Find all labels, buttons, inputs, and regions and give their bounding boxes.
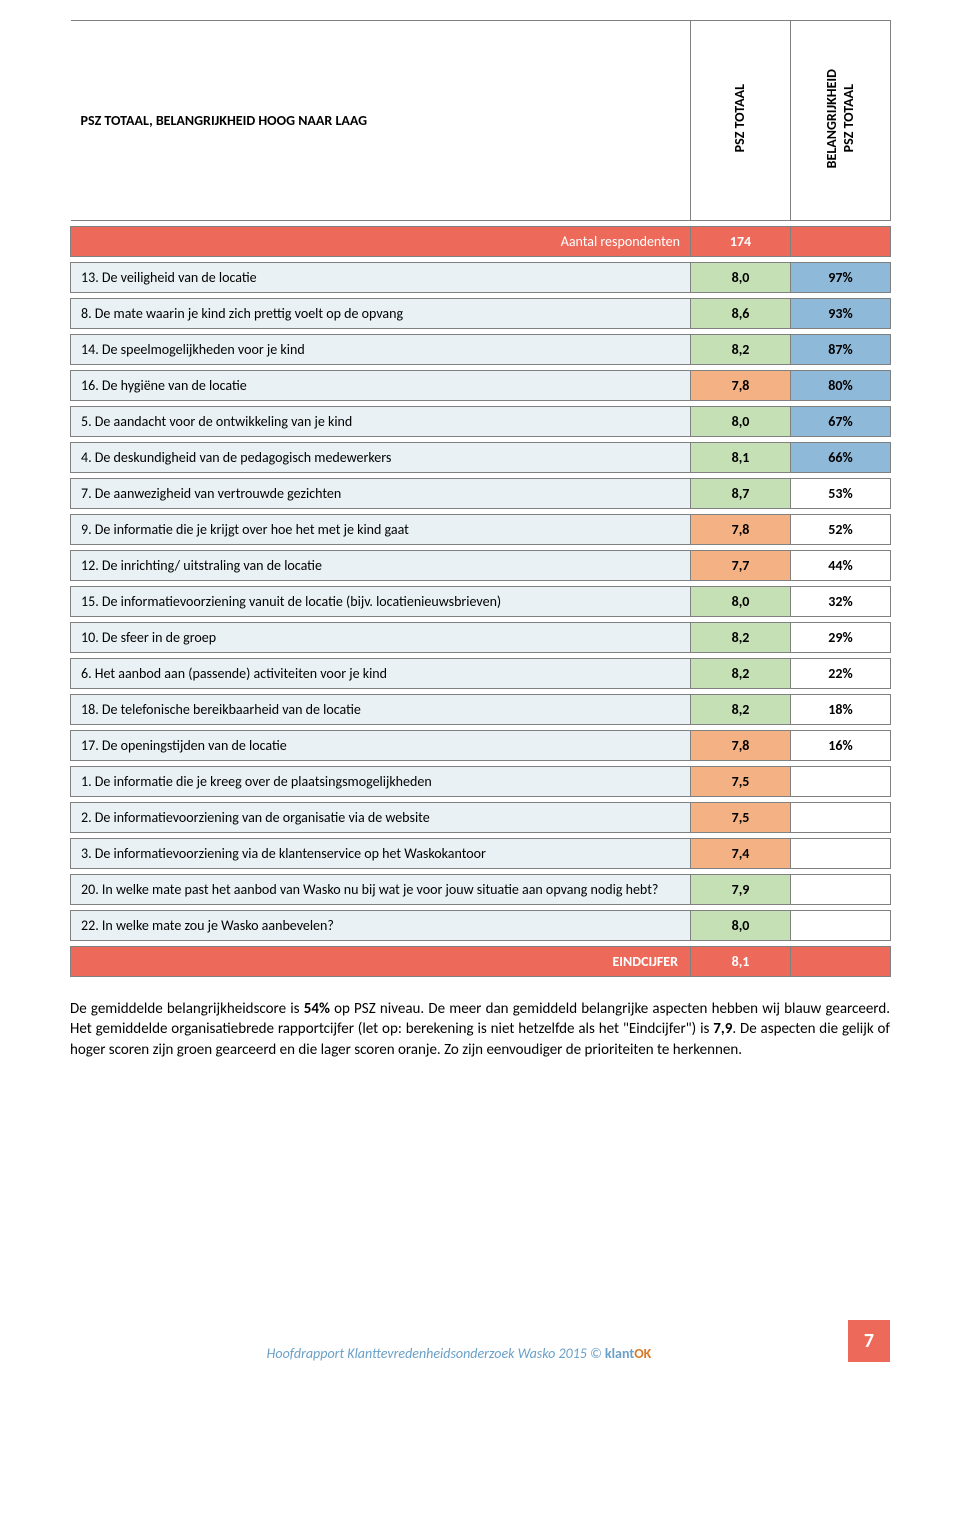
row-score: 8,0 (691, 263, 791, 293)
respondents-label: Aantal respondenten (71, 227, 691, 257)
row-label: 2. De informatievoorziening van de organ… (71, 803, 691, 833)
row-importance (791, 767, 891, 797)
eindcijfer-empty (791, 947, 891, 977)
row-importance (791, 911, 891, 941)
row-score: 8,2 (691, 695, 791, 725)
row-label: 18. De telefonische bereikbaarheid van d… (71, 695, 691, 725)
table-row: 16. De hygiëne van de locatie7,880% (71, 371, 891, 401)
table-row: 3. De informatievoorziening via de klant… (71, 839, 891, 869)
row-score: 7,8 (691, 515, 791, 545)
row-label: 5. De aandacht voor de ontwikkeling van … (71, 407, 691, 437)
row-importance: 67% (791, 407, 891, 437)
row-score: 7,5 (691, 803, 791, 833)
table-row: 17. De openingstijden van de locatie7,81… (71, 731, 891, 761)
table-row: 4. De deskundigheid van de pedagogisch m… (71, 443, 891, 473)
table-row: 5. De aandacht voor de ontwikkeling van … (71, 407, 891, 437)
header-col-importance: BELANGRIJKHEID PSZ TOTAAL (791, 21, 891, 221)
footer-brand-klant: klant (605, 1345, 634, 1362)
row-label: 6. Het aanbod aan (passende) activiteite… (71, 659, 691, 689)
row-label: 4. De deskundigheid van de pedagogisch m… (71, 443, 691, 473)
row-score: 8,0 (691, 587, 791, 617)
eindcijfer-label: EINDCIJFER (71, 947, 691, 977)
table-row: 9. De informatie die je krijgt over hoe … (71, 515, 891, 545)
data-table: PSZ TOTAAL, BELANGRIJKHEID HOOG NAAR LAA… (70, 20, 891, 977)
table-row: 20. In welke mate past het aanbod van Wa… (71, 875, 891, 905)
row-importance: 18% (791, 695, 891, 725)
table-row: 8. De mate waarin je kind zich prettig v… (71, 299, 891, 329)
row-label: 7. De aanwezigheid van vertrouwde gezich… (71, 479, 691, 509)
respondents-empty (791, 227, 891, 257)
table-header-row: PSZ TOTAAL, BELANGRIJKHEID HOOG NAAR LAA… (71, 21, 891, 221)
table-row: 2. De informatievoorziening van de organ… (71, 803, 891, 833)
row-label: 1. De informatie die je kreeg over de pl… (71, 767, 691, 797)
footer-text: Hoofdrapport Klanttevredenheidsonderzoek… (70, 1345, 848, 1362)
table-row: 22. In welke mate zou je Wasko aanbevele… (71, 911, 891, 941)
row-label: 8. De mate waarin je kind zich prettig v… (71, 299, 691, 329)
row-score: 8,2 (691, 659, 791, 689)
row-label: 3. De informatievoorziening via de klant… (71, 839, 691, 869)
row-score: 7,7 (691, 551, 791, 581)
row-score: 8,2 (691, 623, 791, 653)
page-number: 7 (848, 1320, 890, 1362)
row-score: 7,5 (691, 767, 791, 797)
row-score: 8,2 (691, 335, 791, 365)
row-importance: 22% (791, 659, 891, 689)
table-row: 15. De informatievoorziening vanuit de l… (71, 587, 891, 617)
explanatory-paragraph: De gemiddelde belangrijkheidscore is 54%… (70, 999, 890, 1060)
row-score: 8,1 (691, 443, 791, 473)
row-score: 7,8 (691, 731, 791, 761)
header-col-importance-text: BELANGRIJKHEID PSZ TOTAAL (824, 69, 858, 168)
table-row: 10. De sfeer in de groep8,229% (71, 623, 891, 653)
row-label: 17. De openingstijden van de locatie (71, 731, 691, 761)
header-col-score-text: PSZ TOTAAL (732, 84, 749, 152)
row-importance: 29% (791, 623, 891, 653)
row-importance: 97% (791, 263, 891, 293)
header-title: PSZ TOTAAL, BELANGRIJKHEID HOOG NAAR LAA… (71, 21, 691, 221)
row-score: 8,6 (691, 299, 791, 329)
row-label: 10. De sfeer in de groep (71, 623, 691, 653)
row-importance: 32% (791, 587, 891, 617)
row-label: 22. In welke mate zou je Wasko aanbevele… (71, 911, 691, 941)
table-row: 6. Het aanbod aan (passende) activiteite… (71, 659, 891, 689)
page-footer: Hoofdrapport Klanttevredenheidsonderzoek… (70, 1320, 890, 1374)
respondents-row: Aantal respondenten 174 (71, 227, 891, 257)
footer-brand-ok: OK (634, 1345, 651, 1362)
table-row: 1. De informatie die je kreeg over de pl… (71, 767, 891, 797)
respondents-value: 174 (691, 227, 791, 257)
row-importance: 16% (791, 731, 891, 761)
row-importance: 44% (791, 551, 891, 581)
row-importance: 53% (791, 479, 891, 509)
eindcijfer-value: 8,1 (691, 947, 791, 977)
row-importance (791, 803, 891, 833)
table-row: 13. De veiligheid van de locatie8,097% (71, 263, 891, 293)
table-row: 18. De telefonische bereikbaarheid van d… (71, 695, 891, 725)
row-label: 12. De inrichting/ uitstraling van de lo… (71, 551, 691, 581)
header-col-score: PSZ TOTAAL (691, 21, 791, 221)
row-score: 8,0 (691, 911, 791, 941)
row-score: 7,4 (691, 839, 791, 869)
table-row: 7. De aanwezigheid van vertrouwde gezich… (71, 479, 891, 509)
row-label: 16. De hygiëne van de locatie (71, 371, 691, 401)
eindcijfer-row: EINDCIJFER 8,1 (71, 947, 891, 977)
row-label: 13. De veiligheid van de locatie (71, 263, 691, 293)
row-score: 7,9 (691, 875, 791, 905)
row-importance: 52% (791, 515, 891, 545)
row-importance: 66% (791, 443, 891, 473)
table-row: 12. De inrichting/ uitstraling van de lo… (71, 551, 891, 581)
row-score: 8,0 (691, 407, 791, 437)
table-row: 14. De speelmogelijkheden voor je kind8,… (71, 335, 891, 365)
row-importance: 93% (791, 299, 891, 329)
row-label: 14. De speelmogelijkheden voor je kind (71, 335, 691, 365)
row-label: 9. De informatie die je krijgt over hoe … (71, 515, 691, 545)
row-score: 7,8 (691, 371, 791, 401)
row-importance (791, 839, 891, 869)
row-label: 15. De informatievoorziening vanuit de l… (71, 587, 691, 617)
row-importance: 80% (791, 371, 891, 401)
row-label: 20. In welke mate past het aanbod van Wa… (71, 875, 691, 905)
row-importance (791, 875, 891, 905)
row-score: 8,7 (691, 479, 791, 509)
row-importance: 87% (791, 335, 891, 365)
